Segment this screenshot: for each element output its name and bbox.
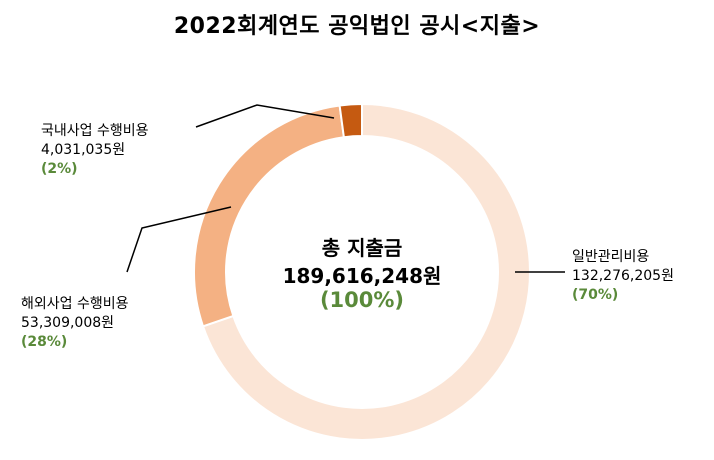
center-total-value: 189,616,248원 [282, 264, 442, 288]
slice-name: 해외사업 수행비용 [21, 296, 129, 312]
slice-label-overseas: 해외사업 수행비용 53,309,008원 (28%) [21, 295, 129, 352]
slice-name: 국내사업 수행비용 [41, 123, 149, 139]
leader-line-overseas [126, 206, 232, 273]
center-label: 총 지출금 [321, 236, 403, 260]
slice-value: 4,031,035원 [41, 142, 126, 158]
chart-title: 2022회계연도 공익법인 공시<지출> [173, 14, 541, 39]
center-percent: (100%) [319, 288, 405, 312]
slice-value: 132,276,205원 [572, 268, 674, 284]
slice-value: 53,309,008원 [21, 315, 115, 331]
slice-domestic-projects [338, 102, 363, 139]
slice-label-domestic: 국내사업 수행비용 4,031,035원 (2%) [41, 122, 149, 179]
slice-percent: (28%) [21, 334, 68, 350]
slice-general-admin [201, 102, 531, 441]
slice-percent: (2%) [41, 161, 78, 177]
leader-line-domestic [195, 104, 335, 128]
slice-percent: (70%) [572, 287, 619, 303]
slice-name: 일반관리비용 [572, 249, 650, 265]
slice-label-general: 일반관리비용 132,276,205원 (70%) [572, 248, 674, 305]
